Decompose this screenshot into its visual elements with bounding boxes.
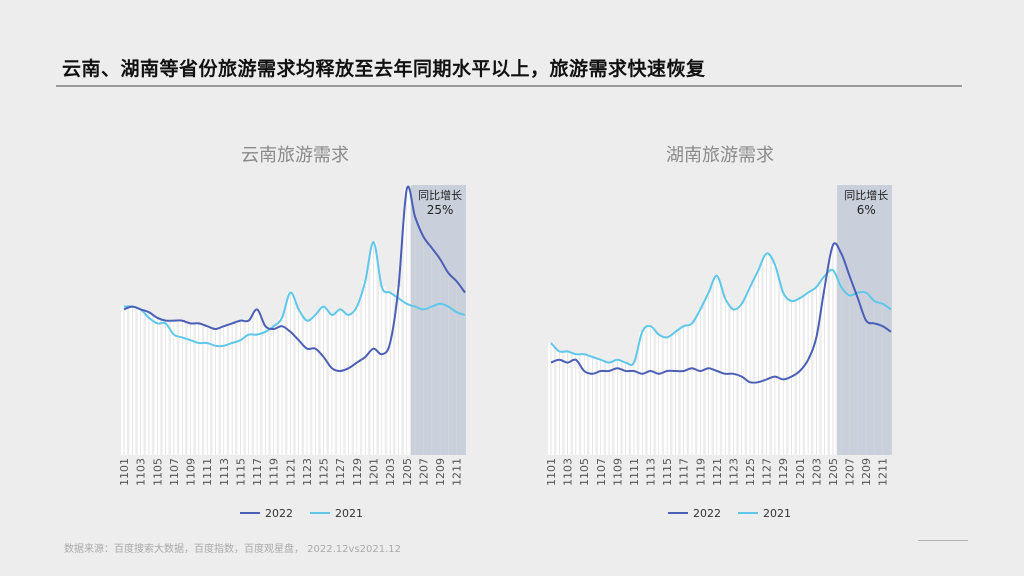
series-2021-line <box>550 252 892 366</box>
x-tick-label: 1207 <box>844 458 857 486</box>
chart-title: 云南旅游需求 <box>241 145 349 166</box>
highlight-label: 同比增长 <box>418 188 462 202</box>
x-tick-label: 1111 <box>628 458 641 486</box>
x-tick-label: 1107 <box>168 458 181 486</box>
x-tick-label: 1207 <box>417 458 430 486</box>
x-tick-label: 1111 <box>201 458 214 486</box>
x-tick-label: 1209 <box>860 458 873 486</box>
x-tick-label: 1101 <box>118 458 131 486</box>
series-2022-line <box>123 185 466 372</box>
x-tick-label: 1115 <box>661 458 674 486</box>
x-tick-label: 1113 <box>218 458 231 486</box>
highlight-label: 同比增长 <box>844 188 888 202</box>
x-tick-label: 1117 <box>678 458 691 486</box>
x-tick-label: 1125 <box>744 458 757 486</box>
x-tick-label: 1115 <box>234 458 247 486</box>
x-tick-label: 1109 <box>185 458 198 486</box>
x-tick-label: 1125 <box>318 458 331 486</box>
x-tick-label: 1121 <box>284 458 297 486</box>
legend-label-2021: 2021 <box>335 507 363 520</box>
x-tick-label: 1119 <box>268 458 281 486</box>
title-divider <box>56 85 962 87</box>
chart-title: 湖南旅游需求 <box>666 145 774 166</box>
x-tick-label: 1201 <box>794 458 807 486</box>
legend-label-2022: 2022 <box>693 507 721 520</box>
highlight-value: 6% <box>857 203 876 217</box>
page-title: 云南、湖南等省份旅游需求均释放至去年同期水平以上，旅游需求快速恢复 <box>62 58 706 80</box>
x-tick-label: 1109 <box>611 458 624 486</box>
legend-label-2022: 2022 <box>265 507 293 520</box>
corner-decoration <box>918 540 968 541</box>
series-2022-line <box>550 242 892 384</box>
x-tick-label: 1209 <box>434 458 447 486</box>
x-tick-label: 1113 <box>645 458 658 486</box>
x-tick-label: 1203 <box>384 458 397 486</box>
x-tick-label: 1129 <box>777 458 790 486</box>
legend-label-2021: 2021 <box>763 507 791 520</box>
x-tick-label: 1121 <box>711 458 724 486</box>
x-tick-label: 1201 <box>368 458 381 486</box>
x-tick-label: 1127 <box>334 458 347 486</box>
x-tick-label: 1127 <box>761 458 774 486</box>
x-tick-label: 1101 <box>545 458 558 486</box>
x-tick-label: 1119 <box>694 458 707 486</box>
x-tick-label: 1205 <box>827 458 840 486</box>
x-tick-label: 1117 <box>251 458 264 486</box>
x-tick-label: 1103 <box>562 458 575 486</box>
x-tick-label: 1123 <box>301 458 314 486</box>
x-tick-label: 1205 <box>401 458 414 486</box>
series-2021-line <box>123 241 466 348</box>
x-tick-label: 1103 <box>135 458 148 486</box>
x-tick-label: 1107 <box>595 458 608 486</box>
x-tick-label: 1123 <box>727 458 740 486</box>
x-tick-label: 1105 <box>578 458 591 486</box>
x-tick-label: 1211 <box>877 458 890 486</box>
x-tick-label: 1129 <box>351 458 364 486</box>
highlight-value: 25% <box>427 203 454 217</box>
x-tick-label: 1203 <box>810 458 823 486</box>
source-note: 数据来源：百度搜索大数据，百度指数，百度观星盘， 2022.12vs2021.1… <box>64 544 402 555</box>
x-tick-label: 1211 <box>451 458 464 486</box>
x-tick-label: 1105 <box>151 458 164 486</box>
